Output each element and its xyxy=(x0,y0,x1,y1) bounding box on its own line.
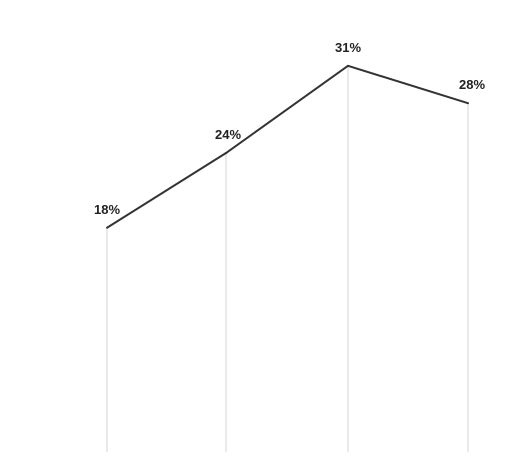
data-label: 28% xyxy=(459,77,485,92)
data-point xyxy=(347,64,349,67)
series-layer xyxy=(106,64,469,229)
drop-lines xyxy=(106,65,469,452)
data-point xyxy=(225,152,227,155)
data-label: 18% xyxy=(94,202,120,217)
series-line xyxy=(106,64,469,229)
data-label: 31% xyxy=(335,40,361,55)
data-labels: 18% 24% 31% 28% xyxy=(94,40,485,217)
data-label: 24% xyxy=(215,127,241,142)
data-point xyxy=(467,102,469,105)
data-point xyxy=(106,226,108,229)
